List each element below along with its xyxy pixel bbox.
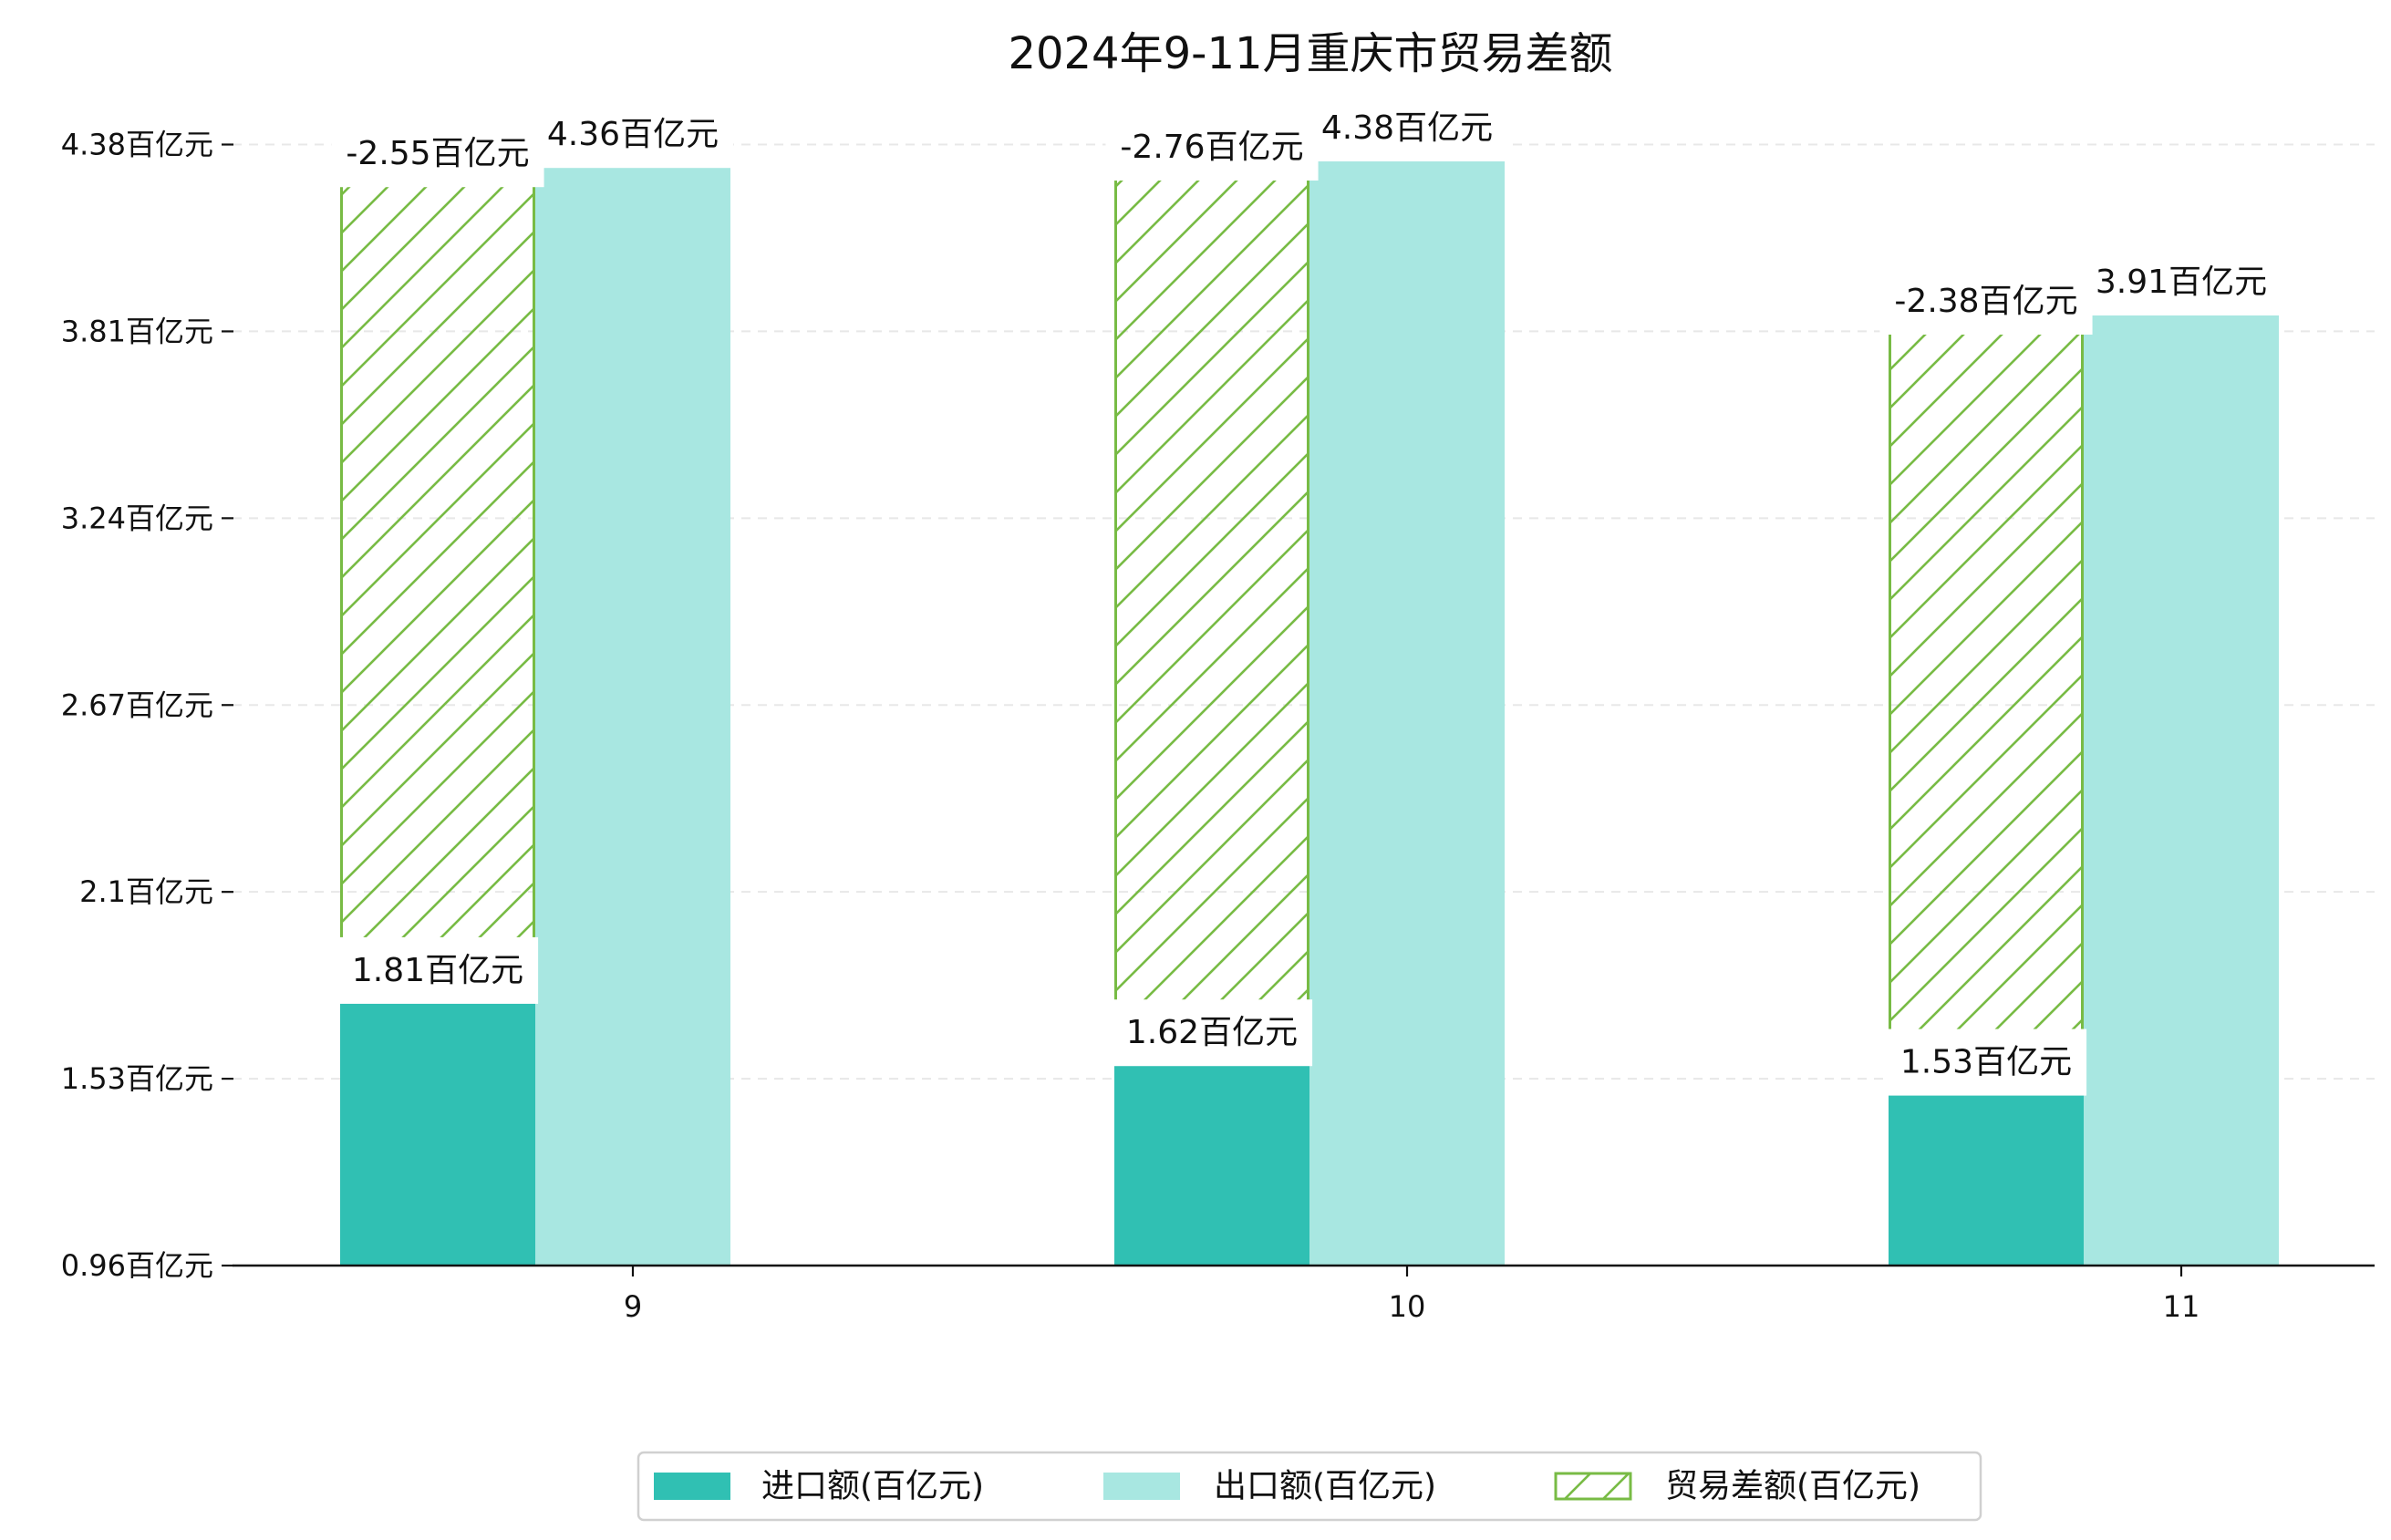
y-tick-label: 0.96百亿元	[61, 1248, 213, 1283]
value-label: -2.55百亿元	[346, 135, 529, 172]
y-tick-label: 2.67百亿元	[61, 687, 213, 722]
balance-bar-11	[1889, 296, 2084, 1080]
value-label-box	[1111, 999, 1313, 1067]
import-bar-10	[1114, 1049, 1309, 1266]
x-tick-label: 11	[2163, 1289, 2200, 1324]
export-bar-10	[1309, 144, 1505, 1266]
import-bar-9	[340, 987, 535, 1266]
value-label: -2.76百亿元	[1120, 129, 1303, 166]
value-label-box	[1879, 267, 2093, 335]
legend-item-export: 出口额(百亿元)	[1103, 1468, 1436, 1505]
import-value-label-10: 1.62百亿元	[1111, 999, 1313, 1067]
legend-item-import: 进口额(百亿元)	[654, 1468, 984, 1505]
y-tick-label: 3.81百亿元	[61, 314, 213, 348]
value-label-box	[532, 101, 734, 169]
balance-value-label-11: -2.38百亿元	[1879, 267, 2093, 335]
export-value-label-10: 4.38百亿元	[1306, 95, 1508, 162]
value-label: -2.38百亿元	[1894, 283, 2077, 320]
value-label-box	[336, 936, 539, 1004]
value-label: 1.81百亿元	[352, 952, 523, 989]
export-bar-11	[2084, 298, 2279, 1266]
y-tick-label: 1.53百亿元	[61, 1061, 213, 1096]
legend-swatch-export	[1103, 1473, 1180, 1500]
import-value-label-9: 1.81百亿元	[336, 936, 539, 1004]
balance-value-label-10: -2.76百亿元	[1105, 114, 1319, 181]
value-labels: 1.81百亿元 1.62百亿元 1.53百亿元 4.36百亿元 4.38百亿元 3.91百…	[331, 95, 2282, 1096]
legend-frame	[637, 1451, 1982, 1522]
balance-bar-9	[340, 150, 535, 988]
x-tick-label: 10	[1389, 1289, 1426, 1324]
value-label: 3.91百亿元	[2096, 264, 2267, 301]
balance-bar-10	[1114, 143, 1309, 1051]
value-label-box	[331, 120, 544, 188]
legend-item-balance: 贸易差额(百亿元)	[1554, 1468, 1920, 1505]
value-label: 4.38百亿元	[1321, 109, 1493, 147]
legend-swatch-balance	[1554, 1472, 1632, 1501]
legend: 进口额(百亿元) 出口额(百亿元) 贸易差额(百亿元)	[637, 1451, 1982, 1522]
y-tick-label: 4.38百亿元	[61, 128, 213, 162]
import-bar-11	[1889, 1079, 2084, 1266]
value-label-box	[2080, 248, 2282, 315]
y-tick-label: 3.24百亿元	[61, 501, 213, 535]
chart-title: 2024年9-11月重庆市贸易差额	[1008, 28, 1612, 79]
import-value-label-11: 1.53百亿元	[1885, 1028, 2087, 1096]
legend-label-import: 进口额(百亿元)	[761, 1468, 984, 1505]
legend-swatch-import	[654, 1473, 730, 1500]
y-tick-label: 2.1百亿元	[79, 874, 213, 909]
value-label: 1.62百亿元	[1126, 1014, 1298, 1051]
value-label-box	[1885, 1028, 2087, 1096]
export-bar-9	[535, 150, 730, 1266]
export-value-label-11: 3.91百亿元	[2080, 248, 2282, 315]
axes: 0.96百亿元 1.53百亿元 2.1百亿元 2.67百亿元 3.24百亿元 3.81百亿…	[61, 128, 2375, 1324]
value-label: 1.53百亿元	[1900, 1044, 2072, 1081]
value-label-box	[1306, 95, 1508, 162]
legend-label-export: 出口额(百亿元)	[1214, 1468, 1436, 1505]
bars	[340, 143, 2279, 1266]
value-label: 4.36百亿元	[547, 116, 719, 153]
legend-label-balance: 贸易差额(百亿元)	[1665, 1468, 1920, 1505]
export-value-label-9: 4.36百亿元	[532, 101, 734, 169]
x-tick-label: 9	[624, 1289, 642, 1324]
value-label-box	[1105, 114, 1319, 181]
balance-value-label-9: -2.55百亿元	[331, 120, 544, 188]
